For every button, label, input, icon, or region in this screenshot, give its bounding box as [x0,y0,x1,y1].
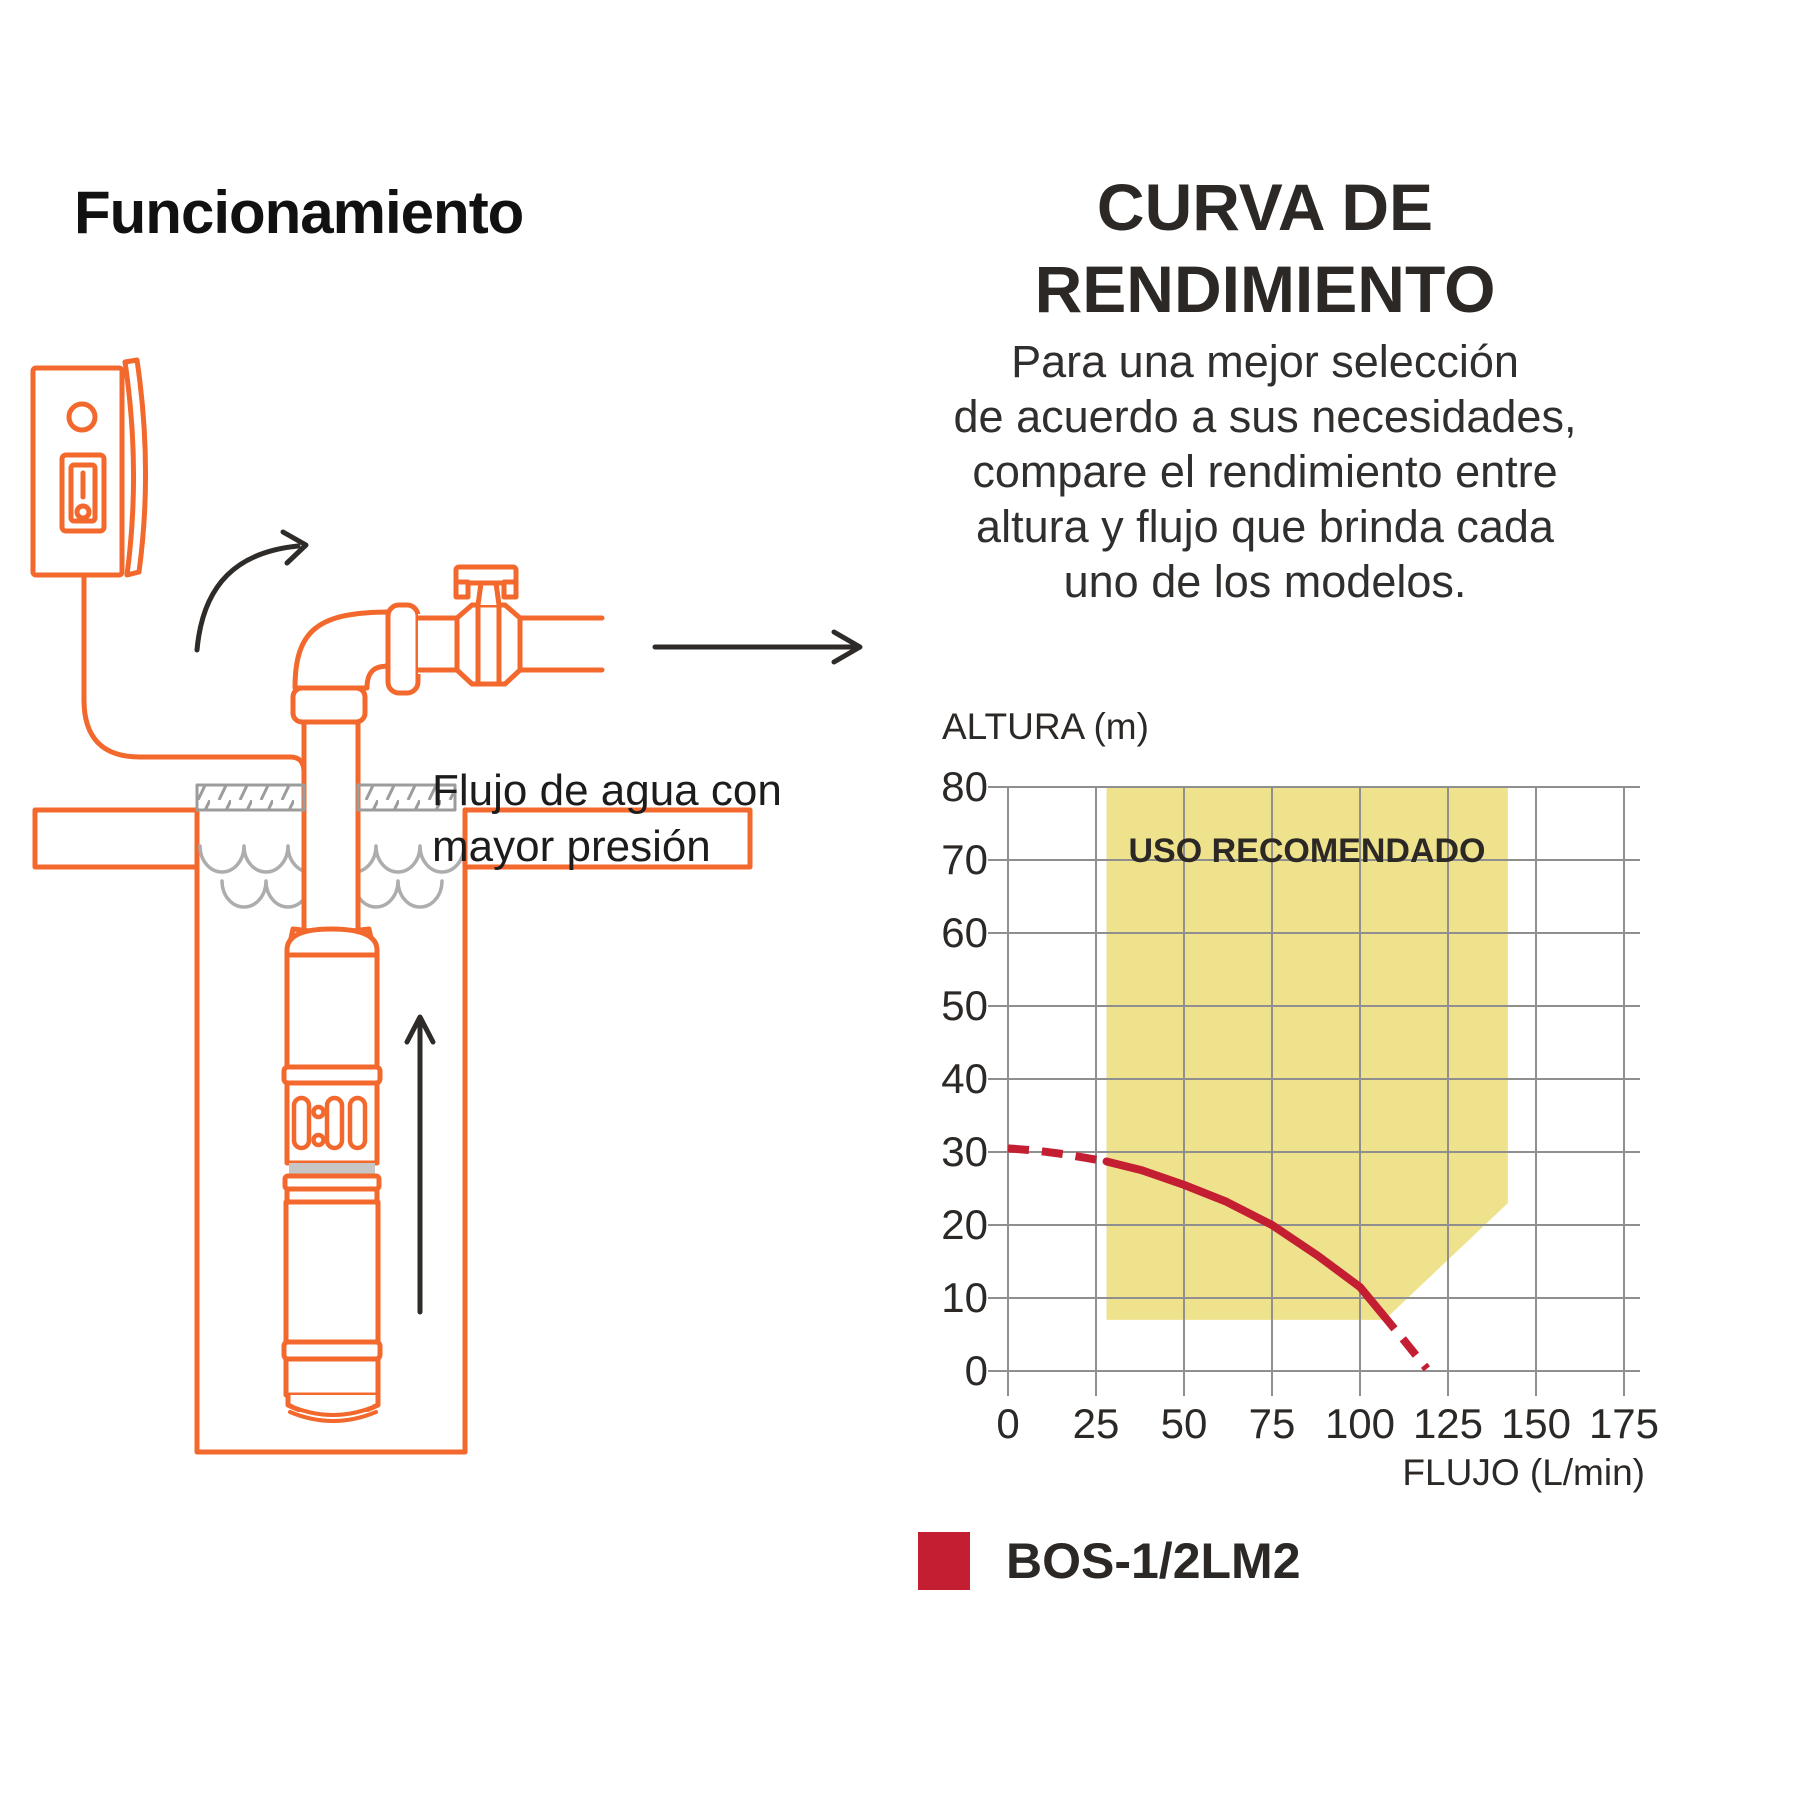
chart-description-line2: de acuerdo a sus necesidades, [953,391,1577,442]
y-tick-label: 20 [941,1201,988,1248]
y-axis-tick-labels: 0 10 20 30 40 50 60 70 80 [870,0,988,1800]
left-section-title: Funcionamiento [74,179,524,246]
x-tick-label: 125 [1412,1400,1484,1447]
water-flow-caption-line2: mayor presión [432,822,711,871]
water-flow-caption-line1: Flujo de agua con [432,766,782,815]
curved-arrow-icon [194,529,309,653]
y-tick-label: 30 [941,1128,988,1175]
chart-section-title-line2: RENDIMIENTO [1034,252,1496,326]
legend-color-swatch [918,1532,970,1590]
y-tick-label: 50 [941,982,988,1029]
pipe-coupling-icon [290,685,368,725]
chart-description-line5: uno de los modelos. [1063,556,1467,607]
well-diagram [30,357,863,1455]
x-tick-label: 25 [1072,1400,1120,1447]
chart-legend: BOS-1/2LM2 [918,1532,1301,1590]
flow-right-arrow-icon [652,629,863,665]
drop-pipe [301,719,361,941]
chart-description-line1: Para una mejor selección [1011,336,1519,387]
y-tick-label: 80 [941,763,988,810]
pump-vent-slots [291,1095,368,1151]
valve-handle-icon [453,564,519,600]
x-tick-label: 175 [1588,1400,1660,1447]
y-tick-label: 70 [941,836,988,883]
discharge-pipe [290,564,605,725]
well-walls [194,807,468,1455]
valve-icon [453,564,523,687]
y-tick-label: 10 [941,1274,988,1321]
y-tick-label: 40 [941,1055,988,1102]
x-axis-title: FLUJO (L/min) [1402,1452,1645,1493]
y-tick-label: 0 [964,1347,988,1394]
x-tick-label: 50 [1160,1400,1208,1447]
flow-up-arrow-icon [404,1014,436,1315]
power-cable [81,572,307,775]
well-seal-hatch [195,783,457,812]
recommended-use-region [1106,787,1508,1320]
performance-chart-plot [988,786,1640,1396]
curve-BOS-1/2LM2-dashed [1007,1144,1108,1166]
pipe-flange-icon [385,602,421,696]
submersible-pump-icon [281,926,383,1423]
curve-BOS-1/2LM2-dashed [1378,1310,1430,1372]
y-axis-title: ALTURA (m) [942,706,1149,747]
x-tick-label: 100 [1324,1400,1396,1447]
chart-description-line4: altura y flujo que brinda cada [976,501,1554,552]
chart-section-title-line1: CURVA DE [1096,170,1434,244]
recommended-use-label: USO RECOMENDADO [1128,832,1486,870]
curve-BOS-1/2LM2-solid [1102,1157,1386,1317]
x-tick-label: 75 [1248,1400,1296,1447]
y-tick-label: 60 [941,909,988,956]
ground-slab [32,807,753,870]
x-tick-label: 150 [1500,1400,1572,1447]
power-switch-icon [30,357,149,578]
legend-series-label: BOS-1/2LM2 [1006,1533,1301,1589]
chart-description-line3: compare el rendimiento entre [972,446,1558,497]
x-tick-label: 0 [996,1400,1020,1447]
